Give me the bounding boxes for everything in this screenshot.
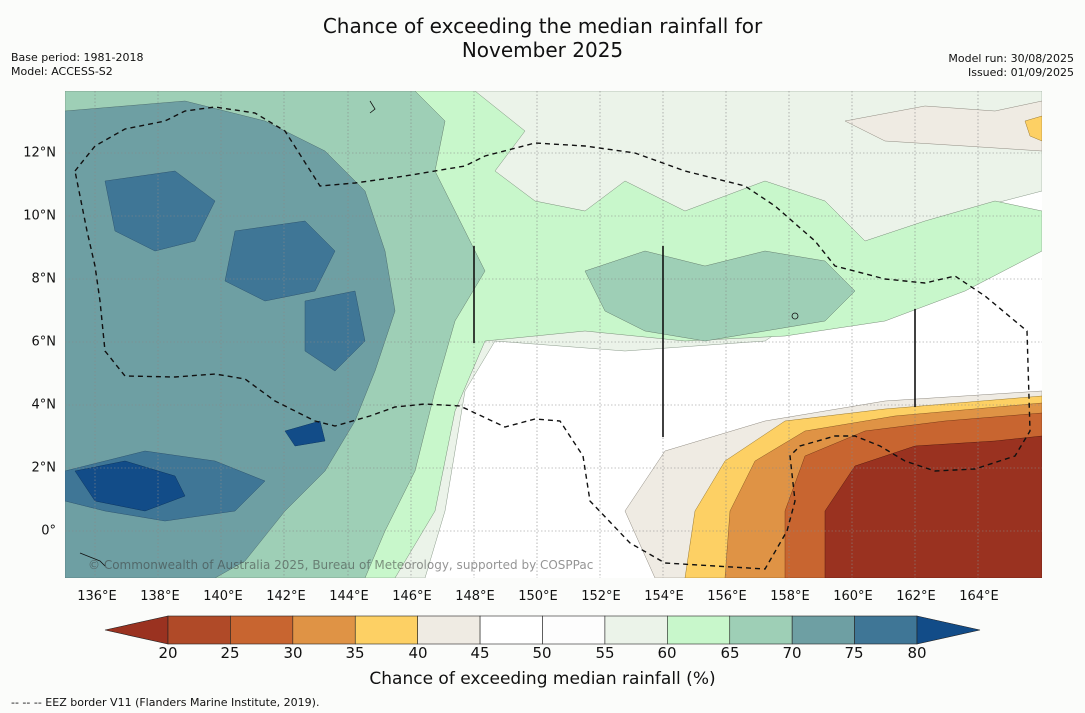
lat-tick-0: 0° — [41, 523, 56, 539]
colorbar-title: Chance of exceeding median rainfall (%) — [369, 669, 716, 689]
colorbar-segment — [479, 615, 543, 645]
lon-tick-158E: 158°E — [770, 589, 810, 604]
colorbar-segment — [667, 615, 731, 645]
colorbar-segment — [854, 615, 918, 645]
cb-label-65: 65 — [720, 644, 740, 662]
lon-tick-154E: 154°E — [644, 589, 684, 604]
cb-label-30: 30 — [283, 644, 303, 662]
lon-tick-150E: 150°E — [518, 589, 558, 604]
base-info: Base period: 1981-2018 Model: ACCESS-S2 — [11, 51, 143, 79]
lon-tick-142E: 142°E — [266, 589, 306, 604]
copyright-credit: © Commonwealth of Australia 2025, Bureau… — [88, 558, 594, 572]
lon-tick-162E: 162°E — [896, 589, 936, 604]
map-title: Chance of exceeding the median rainfall … — [0, 14, 1085, 62]
rainfall-probability-map — [65, 91, 1042, 578]
base-period: Base period: 1981-2018 — [11, 51, 144, 64]
colorbar-extend-high — [916, 615, 981, 645]
lat-tick-6N: 6°N — [31, 334, 57, 350]
title-line-2: November 2025 — [461, 38, 624, 62]
run-info: Model run: 30/08/2025 Issued: 01/09/2025 — [948, 52, 1074, 80]
colorbar-segment — [417, 615, 481, 645]
cb-label-70: 70 — [782, 644, 802, 662]
lat-tick-10N: 10°N — [23, 208, 56, 224]
contour-65-70-east — [584, 250, 856, 342]
cb-label-35: 35 — [345, 644, 365, 662]
lon-tick-164E: 164°E — [959, 589, 999, 604]
colorbar — [104, 615, 981, 645]
cb-label-80: 80 — [907, 644, 927, 662]
eez-border — [74, 106, 1031, 570]
cb-label-50: 50 — [532, 644, 552, 662]
cb-label-55: 55 — [595, 644, 615, 662]
cb-label-20: 20 — [158, 644, 178, 662]
graticule — [65, 91, 1042, 578]
lon-tick-140E: 140°E — [203, 589, 243, 604]
colorbar-segment — [791, 615, 855, 645]
lat-tick-8N: 8°N — [31, 271, 57, 287]
colorbar-segment — [604, 615, 668, 645]
cb-label-25: 25 — [220, 644, 240, 662]
colorbar-segment — [230, 615, 294, 645]
colorbar-segment — [729, 615, 793, 645]
lon-tick-146E: 146°E — [392, 589, 432, 604]
lon-tick-144E: 144°E — [329, 589, 369, 604]
title-line-1: Chance of exceeding the median rainfall … — [322, 14, 763, 38]
cb-label-60: 60 — [657, 644, 677, 662]
colorbar-segment — [542, 615, 606, 645]
eez-meridians — [473, 246, 916, 437]
colorbar-extend-low — [104, 615, 169, 645]
lon-tick-136E: 136°E — [77, 589, 117, 604]
cb-label-40: 40 — [408, 644, 428, 662]
issued-date: Issued: 01/09/2025 — [967, 66, 1074, 79]
contour-20-25 — [824, 435, 1042, 578]
model-run: Model run: 30/08/2025 — [948, 52, 1074, 65]
lon-tick-152E: 152°E — [581, 589, 621, 604]
contour-75-80 — [65, 170, 366, 522]
islands — [79, 100, 799, 567]
lon-tick-160E: 160°E — [833, 589, 873, 604]
model-name: Model: ACCESS-S2 — [11, 65, 113, 78]
lat-tick-2N: 2°N — [31, 460, 57, 476]
colorbar-segment — [167, 615, 231, 645]
cb-label-75: 75 — [844, 644, 864, 662]
lon-tick-138E: 138°E — [140, 589, 180, 604]
colorbar-segment — [292, 615, 356, 645]
lon-tick-148E: 148°E — [455, 589, 495, 604]
colorbar-segment — [354, 615, 418, 645]
lat-tick-12N: 12°N — [23, 145, 56, 161]
eez-footnote: -- -- -- EEZ border V11 (Flanders Marine… — [11, 696, 320, 709]
cb-label-45: 45 — [470, 644, 490, 662]
lat-tick-4N: 4°N — [31, 397, 57, 413]
lon-tick-156E: 156°E — [707, 589, 747, 604]
